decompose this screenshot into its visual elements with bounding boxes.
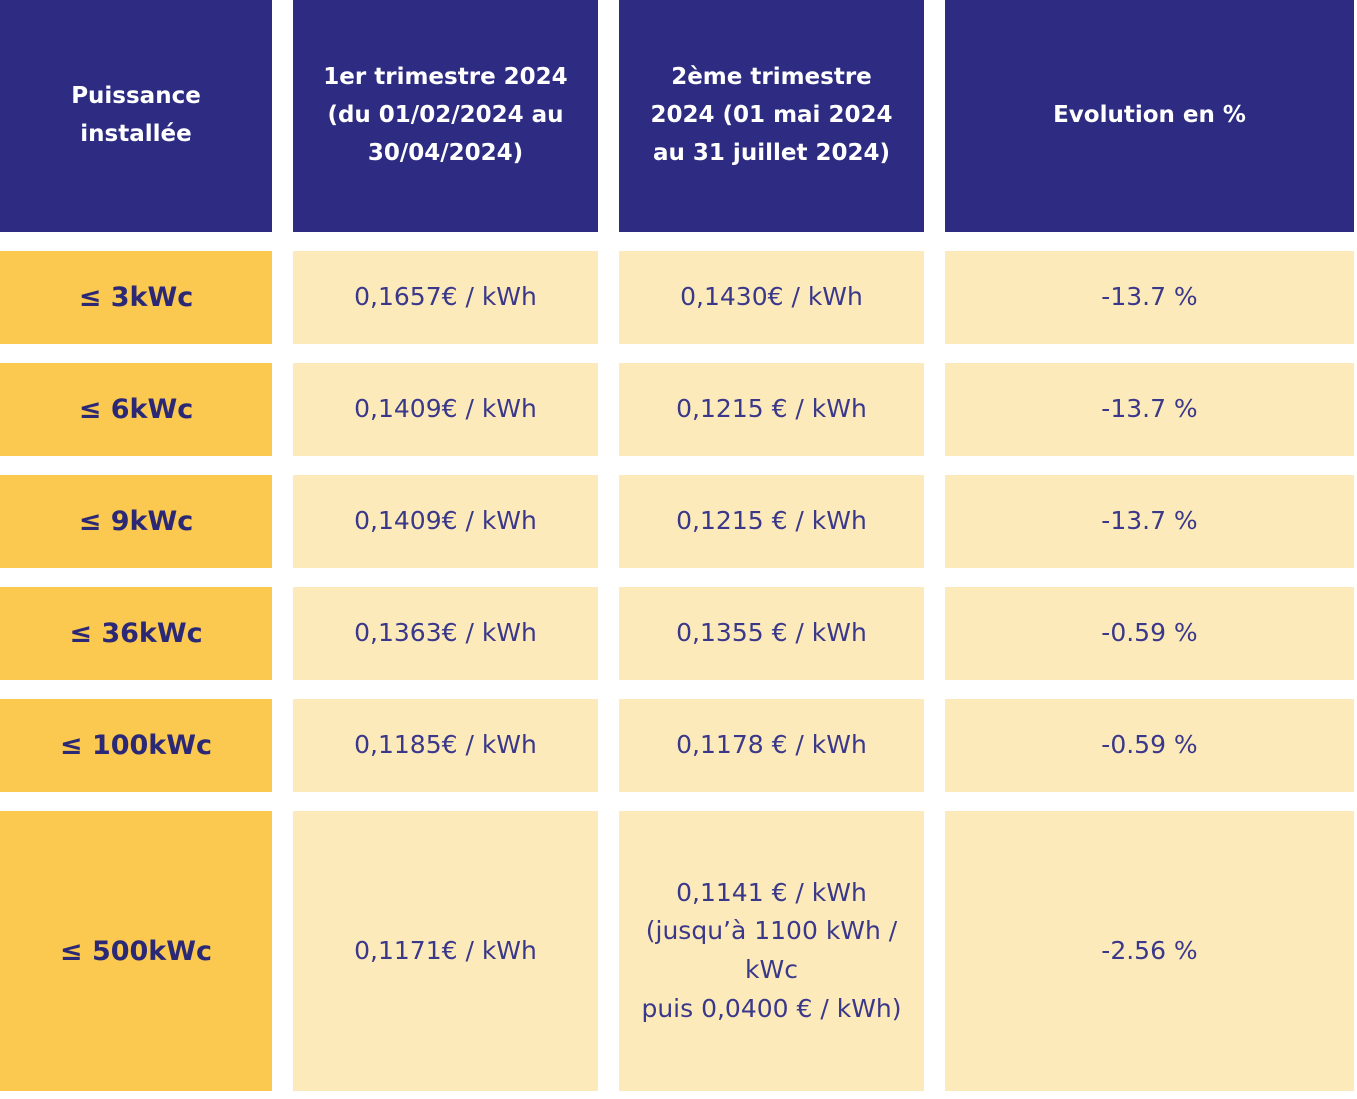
column-header-puissance: Puissance installée	[0, 0, 272, 232]
row-label-36kwc: ≤ 36kWc	[0, 587, 272, 680]
evolution-cell: -0.59 %	[945, 587, 1354, 680]
tariff-cell-q1: 0,1171€ / kWh	[293, 811, 598, 1091]
tariff-cell-q2: 0,1178 € / kWh	[619, 699, 924, 792]
row-label-3kwc: ≤ 3kWc	[0, 251, 272, 344]
column-header-q1-2024: 1er trimestre 2024 (du 01/02/2024 au 30/…	[293, 0, 598, 232]
tariff-cell-q1: 0,1363€ / kWh	[293, 587, 598, 680]
evolution-cell: -13.7 %	[945, 475, 1354, 568]
tariff-cell-q2: 0,1215 € / kWh	[619, 475, 924, 568]
tariff-cell-q1: 0,1409€ / kWh	[293, 363, 598, 456]
evolution-cell: -13.7 %	[945, 251, 1354, 344]
row-label-9kwc: ≤ 9kWc	[0, 475, 272, 568]
evolution-cell: -2.56 %	[945, 811, 1354, 1091]
evolution-cell: -13.7 %	[945, 363, 1354, 456]
tariff-cell-q2: 0,1430€ / kWh	[619, 251, 924, 344]
tariff-cell-q1: 0,1409€ / kWh	[293, 475, 598, 568]
row-label-500kwc: ≤ 500kWc	[0, 811, 272, 1091]
tariff-cell-q2: 0,1215 € / kWh	[619, 363, 924, 456]
row-label-100kwc: ≤ 100kWc	[0, 699, 272, 792]
evolution-cell: -0.59 %	[945, 699, 1354, 792]
tariff-cell-q1: 0,1657€ / kWh	[293, 251, 598, 344]
tariff-cell-q2: 0,1141 € / kWh (jusqu’à 1100 kWh / kWc p…	[619, 811, 924, 1091]
column-header-evolution: Evolution en %	[945, 0, 1354, 232]
tariff-cell-q1: 0,1185€ / kWh	[293, 699, 598, 792]
row-label-6kwc: ≤ 6kWc	[0, 363, 272, 456]
tariff-cell-q2: 0,1355 € / kWh	[619, 587, 924, 680]
column-header-q2-2024: 2ème trimestre 2024 (01 mai 2024 au 31 j…	[619, 0, 924, 232]
